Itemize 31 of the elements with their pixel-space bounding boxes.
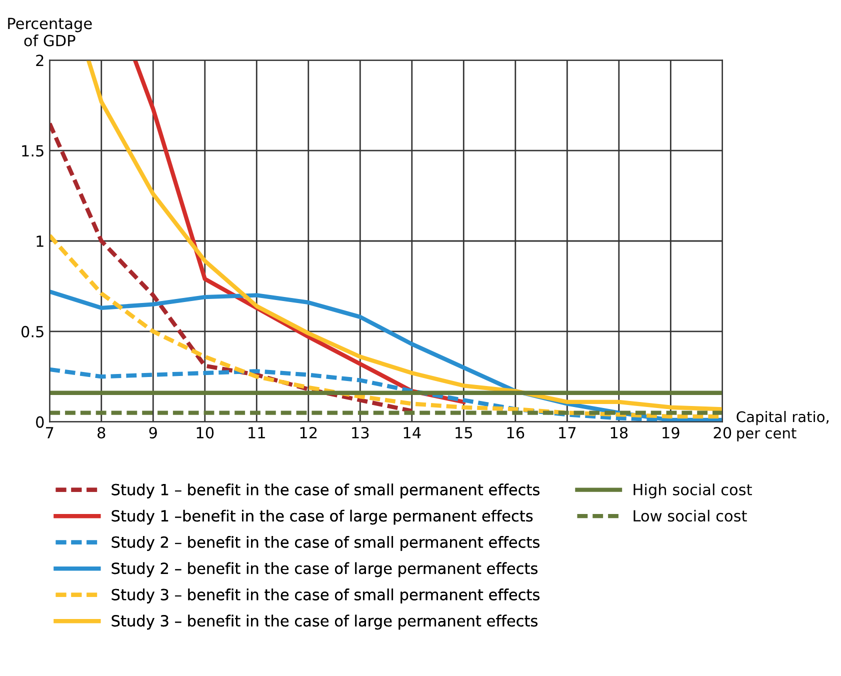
x-tick-label: 16 xyxy=(507,426,524,439)
x-axis-title: Capital ratio, per cent xyxy=(736,410,828,442)
x-tick-label: 11 xyxy=(248,427,265,438)
legend-label: Study 1 –benefit in the case of large permanent effects xyxy=(112,510,533,525)
y-tick-label: 1 xyxy=(36,236,44,247)
line-series xyxy=(86,60,722,412)
legend-label: Study 2 – benefit in the case of small permanent effects xyxy=(112,536,540,551)
y-tick-label: 2 xyxy=(36,54,44,66)
x-tick-label: 14 xyxy=(404,427,421,438)
x-tick-label: 20 xyxy=(714,426,732,439)
legend-label: High social cost xyxy=(634,484,752,498)
legend-label: Low social cost xyxy=(634,510,747,522)
x-tick-label: 7 xyxy=(46,427,54,438)
legend-label: Study 2 – benefit in the case of large permanent effects xyxy=(112,562,538,578)
line-series xyxy=(50,121,414,414)
y-tick-label: 0.5 xyxy=(21,326,44,338)
x-tick-label: 8 xyxy=(98,426,106,439)
x-tick-label: 17 xyxy=(559,427,576,438)
x-tick-label: 9 xyxy=(149,426,157,439)
x-tick-label: 12 xyxy=(300,426,317,438)
x-tick-label: 18 xyxy=(610,426,628,439)
x-tick-label: 19 xyxy=(662,426,680,439)
legend-label: Study 3 – benefit in the case of large permanent effects xyxy=(112,614,538,630)
y-tick-label: 1.5 xyxy=(22,145,44,157)
x-tick-label: 13 xyxy=(352,426,369,439)
legend-label: Study 1 – benefit in the case of small permanent effects xyxy=(112,484,540,498)
x-tick-label: 10 xyxy=(196,426,214,439)
y-tick-label: 0 xyxy=(36,416,44,428)
legend-label: Study 3 – benefit in the case of small permanent effects xyxy=(112,588,540,604)
y-axis-title: Percentage of GDP xyxy=(8,18,92,46)
x-tick-label: 15 xyxy=(456,427,472,439)
